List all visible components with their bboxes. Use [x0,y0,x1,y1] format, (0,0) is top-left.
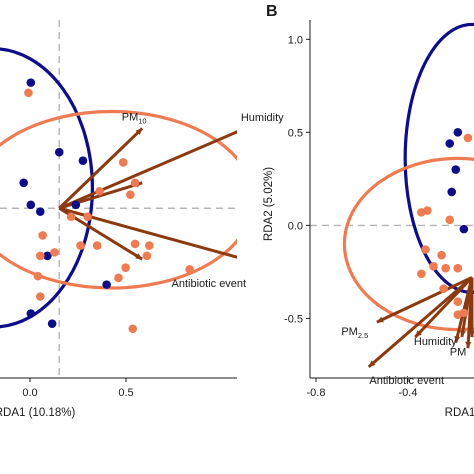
data-point-s2-9 [76,241,85,250]
data-point-s2-2 [445,215,455,225]
data-point-s1-1 [453,128,463,137]
data-point-s2-10 [453,263,463,273]
x-tick-label: -0.8 [307,387,326,399]
vector-arrowhead-5 [465,341,472,349]
vector-label-3: Antibiotic event [369,375,444,387]
x-axis-title: RDA1 (10.18%) [0,407,75,419]
data-point-s2-7 [429,262,438,271]
data-point-s1-5 [459,224,469,234]
x-axis-title: RDA1 [445,407,474,419]
data-point-s2-17 [114,273,123,283]
vector-label-1: PM10 [122,111,147,125]
vector-label-1: PM2.5 [341,326,368,340]
x-tick-label: 0.5 [118,387,133,399]
data-point-s1-11 [47,319,57,328]
data-point-s2-9 [441,263,450,273]
data-point-s2-1 [463,133,473,143]
data-point-s2-2 [118,158,128,167]
vector-arrowhead-3 [368,360,376,367]
vector-arrowhead-1 [135,128,143,136]
panel-label: B [266,3,278,20]
y-axis-title: RDA2 (5.02%) [263,167,275,241]
data-point-s1-1 [26,78,36,87]
plot-area [310,22,474,368]
data-point-s1-5 [26,200,36,210]
data-point-s2-13 [130,239,140,249]
y-tick-label: 0.0 [288,220,303,232]
panel-b: PM2.5 Humidity Antibiotic event PM -0.8 -0.4 1… [263,3,474,419]
data-point-s1-7 [71,200,81,210]
data-point-s2-3 [130,178,140,188]
data-point-s2-5 [126,190,135,199]
vector-arrow-6 [460,277,474,338]
data-point-s2-8 [38,231,47,240]
data-point-s2-15 [142,251,152,261]
data-point-s2-20 [128,324,138,334]
data-point-s2-8 [437,250,446,260]
plot-area [0,20,249,378]
data-point-s2-6 [66,212,76,222]
x-tick-label: 0.0 [22,387,37,399]
data-point-s2-14 [459,308,469,318]
data-point-s2-12 [453,297,463,307]
vector-arrowhead-6 [459,330,466,338]
data-point-s2-1 [24,88,33,98]
vector-arrowhead-1 [376,316,384,323]
vector-arrowhead-4 [454,335,461,343]
vector-arrowhead-2 [415,330,422,338]
data-point-s2-11 [439,284,448,293]
y-tick-label: 1.0 [288,34,303,46]
vector-arrow-1 [58,127,144,210]
data-point-s1-4 [19,178,29,188]
data-point-s2-18 [185,265,194,274]
data-point-s1-6 [35,207,45,216]
data-point-s1-2 [54,147,64,157]
data-point-s1-9 [102,280,111,289]
data-point-s1-2 [445,139,455,148]
data-point-s2-7 [83,212,92,222]
data-point-s1-8 [43,251,52,261]
vector-label-3: Antibiotic event [172,278,247,290]
vector-label-4: PM [450,347,467,359]
data-point-s2-11 [50,248,59,257]
vector-arrow-2 [58,130,237,210]
vector-arrowhead-3 [237,255,244,261]
vector-arrow-3 [367,276,473,368]
vector-label-2: Humidity [414,336,457,348]
vector-arrow-1 [376,276,473,324]
data-point-s2-16 [121,263,130,272]
vector-arrowhead-2 [242,126,249,132]
data-point-s1-10 [26,309,36,318]
data-point-s1-3 [78,156,88,166]
data-point-s2-6 [417,269,426,279]
data-point-s1-4 [447,187,457,197]
data-point-s2-4 [95,186,104,196]
data-point-s2-4 [417,208,426,217]
y-tick-label: -0.5 [284,313,303,325]
data-point-s2-12 [35,251,45,261]
data-point-s1-3 [451,165,461,174]
y-tick-label: 0.5 [288,127,303,139]
x-tick-label: -0.4 [399,387,418,399]
data-point-s2-14 [145,241,154,250]
data-point-s2-5 [421,245,430,254]
confidence-ellipse-2 [0,109,237,290]
confidence-ellipse-1 [0,47,95,329]
panel-a: PM10 Humidity Antibiotic event 0.0 0.5 RDA1 (… [0,20,284,419]
data-point-s2-21 [35,292,45,301]
vector-arrowhead-7 [468,330,474,338]
vector-arrowhead-4 [135,253,143,260]
data-point-s2-19 [33,271,43,281]
data-point-s2-10 [92,241,102,250]
vector-label-2: Humidity [241,112,284,124]
